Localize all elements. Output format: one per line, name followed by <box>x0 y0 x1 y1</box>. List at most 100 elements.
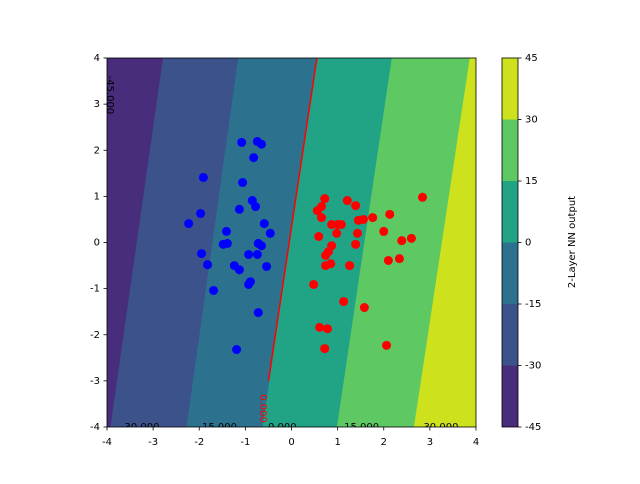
data-point <box>234 265 244 275</box>
colorbar-band <box>502 365 518 427</box>
y-tick-label: 0 <box>94 238 100 249</box>
contour-label: -30.000 <box>121 422 160 433</box>
data-point <box>314 232 324 242</box>
data-point <box>237 137 247 147</box>
data-point <box>368 213 378 223</box>
contour-band <box>110 58 239 427</box>
data-point <box>379 226 389 236</box>
y-tick-label: -4 <box>90 422 100 433</box>
colorbar-tick-label: 15 <box>525 176 538 187</box>
data-point <box>351 239 361 249</box>
data-point <box>417 192 427 202</box>
y-tick-label: 3 <box>94 99 100 110</box>
data-point <box>198 172 208 182</box>
colorbar-tick-label: -30 <box>525 361 541 372</box>
contour-label: 15.000 <box>344 422 379 433</box>
data-point <box>406 233 416 243</box>
data-point <box>339 297 349 307</box>
data-point <box>257 241 267 251</box>
data-point <box>184 219 194 229</box>
data-point <box>321 250 331 260</box>
x-tick-label: -1 <box>240 437 250 448</box>
colorbar-tick-label: -45 <box>525 422 541 433</box>
overlay: -4 -3 -2 -1 0 1 2 3 4 -4 -3 -2 -1 0 1 2 3 4 -45 -30 -15 0 15 30… <box>90 53 541 448</box>
y-tick-label: -1 <box>90 284 100 295</box>
x-tick-label: -3 <box>148 437 158 448</box>
data-point <box>253 308 263 318</box>
data-point <box>249 153 259 163</box>
data-point <box>259 219 269 229</box>
data-point <box>316 213 326 223</box>
data-point <box>320 344 330 354</box>
data-point <box>244 279 254 289</box>
data-point <box>203 260 213 270</box>
data-point <box>351 201 361 211</box>
x-tick-label: 4 <box>473 437 479 448</box>
data-point <box>321 261 331 271</box>
contour-band <box>186 58 318 427</box>
data-point <box>382 340 392 350</box>
contour-band <box>413 58 476 427</box>
data-point <box>251 202 261 212</box>
contour-label: -45.000 <box>104 76 115 115</box>
contour-label: 0.000 <box>268 422 297 433</box>
colorbar-band <box>502 242 518 304</box>
contour-label: 0.000 <box>257 394 268 423</box>
data-point <box>197 249 207 259</box>
data-point <box>209 285 219 295</box>
data-point <box>394 254 404 264</box>
contour-label: 30.000 <box>423 422 458 433</box>
y-tick-label: -3 <box>90 376 100 387</box>
y-tick-label: 4 <box>94 53 100 64</box>
colorbar-tick-label: 30 <box>525 115 538 126</box>
data-point <box>265 228 275 238</box>
data-point <box>309 279 319 289</box>
data-point <box>383 255 393 265</box>
y-tick-label: 2 <box>94 145 100 156</box>
colorbar-band <box>502 181 518 243</box>
colorbar-tick-label: 0 <box>525 238 531 249</box>
data-point <box>315 322 325 332</box>
y-tick-label: -2 <box>90 330 100 341</box>
data-point <box>238 178 248 188</box>
data-point <box>196 208 206 218</box>
data-point <box>252 249 262 259</box>
x-tick-label: -2 <box>194 437 204 448</box>
data-point <box>385 209 395 219</box>
colorbar-band <box>502 304 518 366</box>
data-point <box>320 194 330 204</box>
x-tick-label: 1 <box>334 437 340 448</box>
data-point <box>332 228 342 238</box>
data-point <box>262 261 272 271</box>
data-point <box>327 220 337 230</box>
data-point <box>218 239 228 249</box>
decision-boundary <box>267 58 318 381</box>
colorbar-band <box>502 119 518 181</box>
x-tick-label: 2 <box>381 437 387 448</box>
x-tick-label: 0 <box>288 437 294 448</box>
data-point <box>322 324 332 334</box>
data-point <box>234 204 244 214</box>
data-point <box>352 228 362 238</box>
contour-label: -15.000 <box>198 422 237 433</box>
data-point <box>257 139 267 149</box>
data-point <box>244 249 254 259</box>
colorbar-band <box>502 58 518 120</box>
data-point <box>342 196 352 206</box>
data-point <box>336 220 346 230</box>
data-point <box>221 226 231 236</box>
data-point <box>345 261 355 271</box>
x-tick-label: 3 <box>427 437 433 448</box>
y-tick-label: 1 <box>94 191 100 202</box>
x-tick-label: -4 <box>102 437 112 448</box>
axes-frame <box>106 57 477 428</box>
data-point <box>312 206 322 216</box>
data-point <box>353 215 363 225</box>
colorbar-tick-label: -15 <box>525 299 541 310</box>
contour-band <box>107 58 164 427</box>
data-point <box>359 303 369 313</box>
colorbar-label: 2-Layer NN output <box>567 196 578 288</box>
data-point <box>232 345 242 355</box>
